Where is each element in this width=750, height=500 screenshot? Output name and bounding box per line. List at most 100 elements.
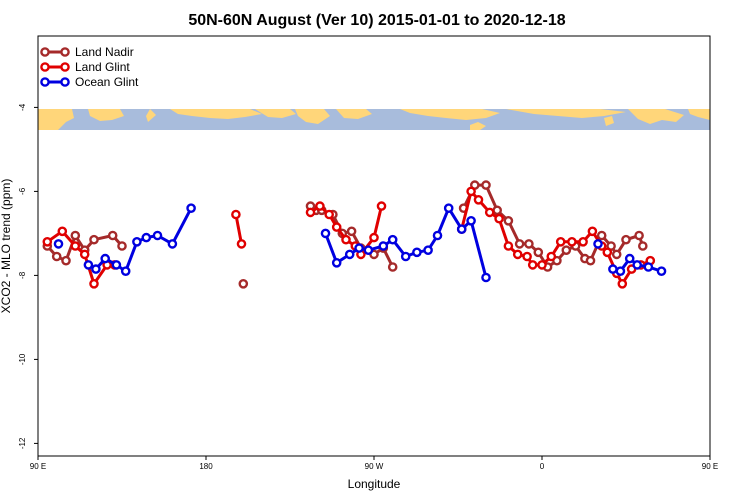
data-point [387,234,398,245]
data-point [341,234,351,245]
legend-item: Land Nadir [40,45,134,59]
data-point [91,264,101,274]
data-point [634,230,644,241]
data-point [238,278,249,289]
x-tick-label: 90 E [702,462,718,471]
y-tick-label: -6 [18,187,27,195]
data-point [331,222,342,232]
plot-frame [37,35,711,457]
data-point [186,203,196,213]
data-point [585,255,596,266]
data-point [617,278,628,289]
legend-swatch-marker [60,77,70,87]
data-point [89,278,99,289]
data-point [533,247,544,258]
y-axis: -4 -6 -8 -10 -12 [18,103,38,449]
data-point [107,230,118,241]
data-point [89,234,99,245]
data-point [412,247,422,258]
data-point [537,260,547,270]
data-point [432,230,443,241]
data-point [638,241,648,251]
data-point [492,205,503,216]
data-point [643,262,654,272]
data-point [624,253,635,264]
data-point [387,262,398,272]
y-axis-label: XCO2 - MLO trend (ppm) [0,179,13,314]
data-point [83,260,94,270]
x-axis-label: Longitude [348,477,401,491]
legend-swatch-marker [60,47,70,57]
data-point [132,236,142,247]
map-land [38,109,710,130]
data-point [466,186,476,197]
data-point [236,239,247,249]
series-land-nadir [42,180,648,289]
data-point [42,236,53,247]
data-point [503,215,514,226]
data-point [481,180,491,190]
data-point [578,236,588,247]
data-point [363,245,374,255]
data-point [141,232,152,243]
data-point [167,239,178,249]
data-point [354,243,364,253]
data-point [484,207,495,218]
data-point [320,228,331,239]
legend-item: Land Glint [40,60,130,74]
data-point [117,241,127,251]
legend-item: Ocean Glint [40,75,139,89]
data-point [561,245,572,255]
data-point [587,226,598,237]
x-tick-label: 180 [199,462,213,471]
data-point [546,251,557,262]
data-point [602,247,613,258]
data-point [524,239,534,249]
legend-swatch-marker [60,62,70,72]
data-point [555,236,566,247]
data-point [400,251,411,262]
data-point [79,249,90,260]
data-point [593,239,603,249]
legend-label: Land Glint [75,60,130,74]
data-point [621,234,631,245]
y-tick-label: -10 [18,353,27,365]
data-point [331,257,342,268]
data-point [120,266,131,277]
data-point [512,249,523,260]
data-point [324,209,335,220]
data-point [481,272,491,283]
series-layer [42,180,667,289]
data-point [70,230,81,241]
data-point [70,241,81,251]
data-point [615,266,626,277]
data-point [611,249,622,260]
map-strip [38,109,710,130]
series-line [87,207,193,273]
data-point [596,230,607,241]
data-point [473,194,484,205]
x-tick-label: 90 W [365,462,384,471]
legend-label: Land Nadir [75,45,134,59]
data-point [514,239,525,249]
series-ocean-glint [53,203,667,283]
legend-label: Ocean Glint [75,75,139,89]
data-point [369,232,379,243]
data-point [527,260,538,270]
series-line [460,189,651,286]
data-point [376,201,387,211]
data-point [315,201,325,211]
data-point [100,253,110,264]
data-point [305,207,316,218]
legend-swatch-marker [40,77,50,87]
data-point [344,249,355,260]
chart-title: 50N-60N August (Ver 10) 2015-01-01 to 20… [188,12,565,29]
data-point [61,255,71,266]
data-point [632,260,643,270]
y-tick-label: -8 [18,271,27,279]
legend-swatch-marker [40,62,50,72]
series-line [234,214,243,245]
data-point [111,260,122,270]
